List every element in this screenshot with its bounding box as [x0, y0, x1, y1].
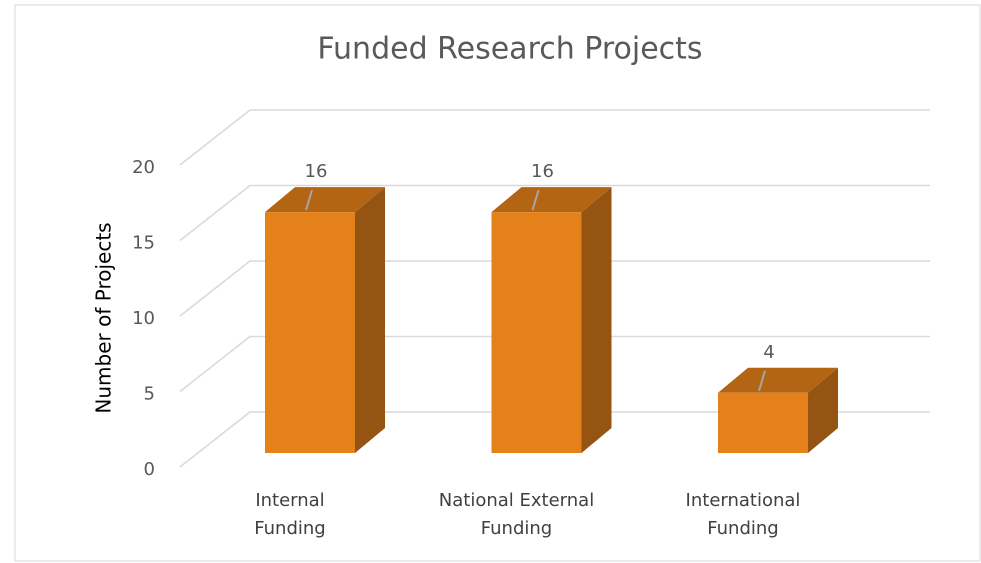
bar-side — [355, 187, 385, 453]
label-leader — [305, 189, 313, 211]
bar — [491, 212, 582, 453]
chart-title: Funded Research Projects — [317, 32, 702, 67]
data-label: 16 — [531, 161, 554, 182]
grid-line — [179, 411, 251, 468]
y-tick-label: 5 — [144, 384, 155, 405]
grid-line — [179, 260, 251, 317]
y-tick-label: 10 — [132, 308, 155, 329]
grid-line — [179, 109, 251, 166]
y-tick-label: 15 — [132, 233, 155, 254]
x-tick-label: Internal Funding — [254, 490, 326, 539]
x-tick-label: National External Funding — [438, 490, 595, 539]
bar-top — [491, 187, 612, 213]
bar-side — [581, 187, 612, 453]
grid-line — [179, 184, 251, 242]
data-label: 16 — [305, 161, 328, 182]
chart-border — [14, 4, 981, 562]
grid-line — [179, 335, 251, 393]
label-leader — [758, 370, 766, 392]
bar — [265, 212, 355, 453]
y-tick-label: 20 — [132, 157, 155, 178]
y-tick-label: 0 — [144, 459, 155, 480]
label-leader — [531, 189, 540, 211]
y-axis-label: Number of Projects — [92, 222, 116, 413]
data-label: 4 — [763, 342, 774, 363]
bar-top — [265, 187, 385, 213]
bar — [718, 392, 808, 453]
x-tick-label: International Funding — [685, 490, 801, 539]
bar-top — [718, 367, 838, 393]
bar-side — [808, 367, 838, 453]
